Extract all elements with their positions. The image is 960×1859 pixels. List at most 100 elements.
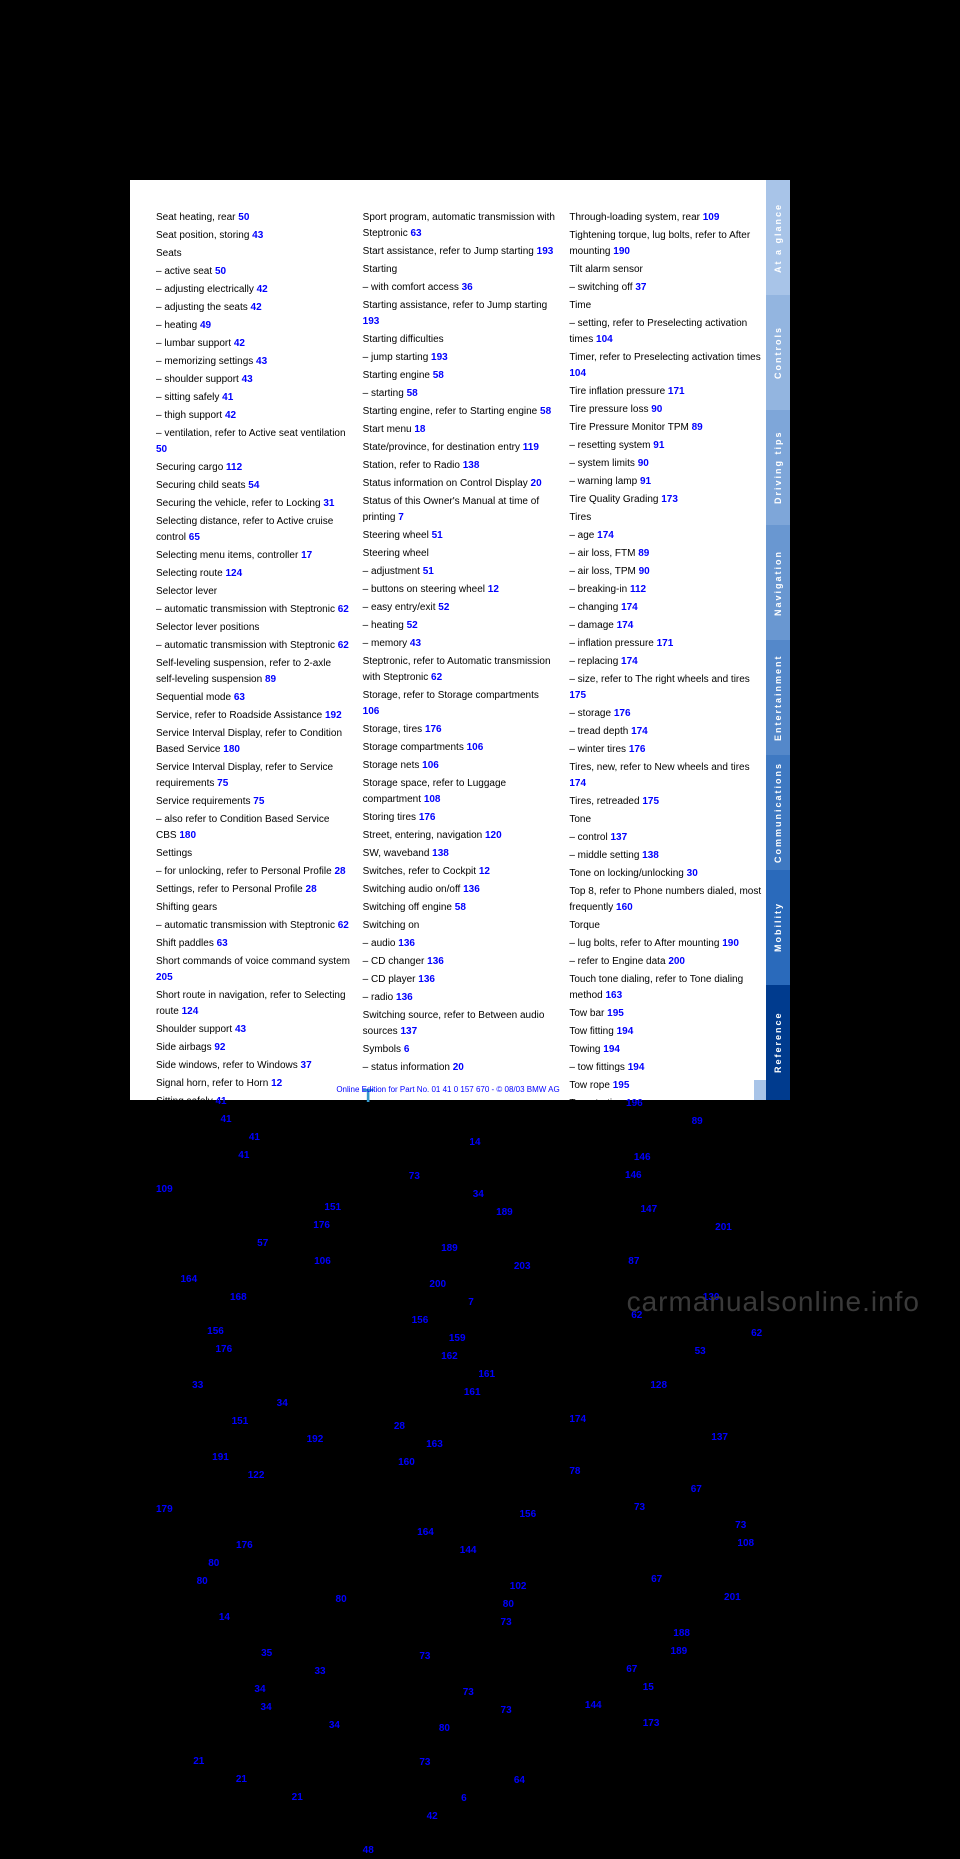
page-link[interactable]: 14 (469, 1137, 480, 1148)
page-link[interactable]: 106 (314, 1256, 331, 1267)
page-link[interactable]: 194 (617, 1026, 634, 1037)
page-link[interactable]: 200 (668, 956, 685, 967)
page-link[interactable]: 147 (641, 1204, 658, 1215)
tab-at-a-glance[interactable]: At a glance (766, 180, 790, 295)
page-link[interactable]: 156 (412, 1315, 429, 1326)
page-link[interactable]: 146 (634, 1152, 651, 1163)
page-link[interactable]: 174 (621, 602, 638, 613)
page-link[interactable]: 174 (569, 778, 586, 789)
page-link[interactable]: 119 (523, 442, 539, 453)
page-link[interactable]: 174 (621, 656, 638, 667)
page-link[interactable]: 67 (651, 1574, 662, 1585)
page-link[interactable]: 194 (628, 1062, 645, 1073)
page-link[interactable]: 128 (650, 1380, 667, 1391)
page-link[interactable]: 193 (363, 316, 380, 327)
page-link[interactable]: 159 (449, 1333, 466, 1344)
page-link[interactable]: 65 (189, 532, 200, 543)
page-link[interactable]: 176 (313, 1220, 330, 1231)
page-link[interactable]: 73 (419, 1757, 430, 1768)
page-link[interactable]: 50 (238, 212, 249, 223)
page-link[interactable]: 73 (735, 1520, 746, 1531)
page-link[interactable]: 91 (640, 476, 651, 487)
page-link[interactable]: 180 (179, 830, 196, 841)
page-link[interactable]: 67 (691, 1484, 702, 1495)
page-link[interactable]: 90 (638, 458, 649, 469)
page-link[interactable]: 15 (643, 1682, 654, 1693)
page-link[interactable]: 48 (363, 1845, 374, 1856)
page-link[interactable]: 192 (325, 710, 342, 721)
page-link[interactable]: 12 (488, 584, 499, 595)
page-link[interactable]: 176 (425, 724, 442, 735)
page-link[interactable]: 41 (249, 1132, 260, 1143)
page-link[interactable]: 52 (438, 602, 449, 613)
page-link[interactable]: 203 (514, 1261, 531, 1272)
page-link[interactable]: 34 (261, 1702, 272, 1713)
page-link[interactable]: 42 (257, 284, 268, 295)
page-link[interactable]: 138 (463, 460, 480, 471)
page-link[interactable]: 161 (464, 1387, 481, 1398)
page-link[interactable]: 190 (722, 938, 739, 949)
page-link[interactable]: 89 (638, 548, 649, 559)
page-link[interactable]: 73 (634, 1502, 645, 1513)
page-link[interactable]: 176 (236, 1540, 253, 1551)
tab-mobility[interactable]: Mobility (766, 870, 790, 985)
page-link[interactable]: 7 (468, 1297, 474, 1308)
page-link[interactable]: 146 (625, 1170, 642, 1181)
page-link[interactable]: 63 (234, 692, 245, 703)
page-link[interactable]: 193 (431, 352, 448, 363)
page-link[interactable]: 50 (215, 266, 226, 277)
page-link[interactable]: 104 (596, 334, 613, 345)
page-link[interactable]: 28 (334, 866, 345, 877)
page-link[interactable]: 179 (156, 1504, 173, 1515)
page-link[interactable]: 89 (692, 422, 703, 433)
page-link[interactable]: 37 (635, 282, 646, 293)
page-link[interactable]: 168 (230, 1292, 247, 1303)
page-link[interactable]: 137 (400, 1026, 417, 1037)
page-link[interactable]: 37 (301, 1060, 312, 1071)
page-link[interactable]: 189 (441, 1243, 458, 1254)
page-link[interactable]: 21 (236, 1774, 247, 1785)
page-link[interactable]: 136 (398, 938, 415, 949)
page-link[interactable]: 20 (453, 1062, 464, 1073)
page-link[interactable]: 106 (422, 760, 439, 771)
page-link[interactable]: 62 (431, 672, 442, 683)
page-link[interactable]: 161 (478, 1369, 495, 1380)
page-link[interactable]: 17 (301, 550, 312, 561)
page-link[interactable]: 28 (394, 1421, 405, 1432)
page-link[interactable]: 64 (514, 1775, 525, 1786)
page-link[interactable]: 194 (603, 1044, 620, 1055)
page-link[interactable]: 189 (671, 1646, 688, 1657)
page-link[interactable]: 35 (261, 1648, 272, 1659)
page-link[interactable]: 89 (692, 1116, 703, 1127)
page-link[interactable]: 12 (479, 866, 490, 877)
page-link[interactable]: 163 (605, 990, 622, 1001)
page-link[interactable]: 176 (215, 1344, 232, 1355)
page-link[interactable]: 171 (668, 386, 685, 397)
page-link[interactable]: 43 (256, 356, 267, 367)
page-link[interactable]: 190 (613, 246, 630, 257)
page-link[interactable]: 138 (432, 848, 449, 859)
page-link[interactable]: 80 (197, 1576, 208, 1587)
page-link[interactable]: 33 (192, 1380, 203, 1391)
page-link[interactable]: 164 (180, 1274, 197, 1285)
page-link[interactable]: 201 (715, 1222, 732, 1233)
page-link[interactable]: 173 (643, 1718, 660, 1729)
page-link[interactable]: 120 (485, 830, 502, 841)
page-link[interactable]: 49 (200, 320, 211, 331)
tab-navigation[interactable]: Navigation (766, 525, 790, 640)
page-link[interactable]: 62 (751, 1328, 762, 1339)
page-link[interactable]: 62 (338, 604, 349, 615)
page-link[interactable]: 75 (217, 778, 228, 789)
page-link[interactable]: 89 (265, 674, 276, 685)
page-link[interactable]: 62 (338, 640, 349, 651)
tab-entertainment[interactable]: Entertainment (766, 640, 790, 755)
page-link[interactable]: 180 (223, 744, 240, 755)
page-link[interactable]: 41 (238, 1150, 249, 1161)
page-link[interactable]: 42 (234, 338, 245, 349)
tab-communications[interactable]: Communications (766, 755, 790, 870)
page-link[interactable]: 137 (711, 1432, 728, 1443)
page-link[interactable]: 137 (610, 832, 627, 843)
page-link[interactable]: 136 (396, 992, 413, 1003)
page-link[interactable]: 201 (724, 1592, 741, 1603)
page-link[interactable]: 34 (254, 1684, 265, 1695)
